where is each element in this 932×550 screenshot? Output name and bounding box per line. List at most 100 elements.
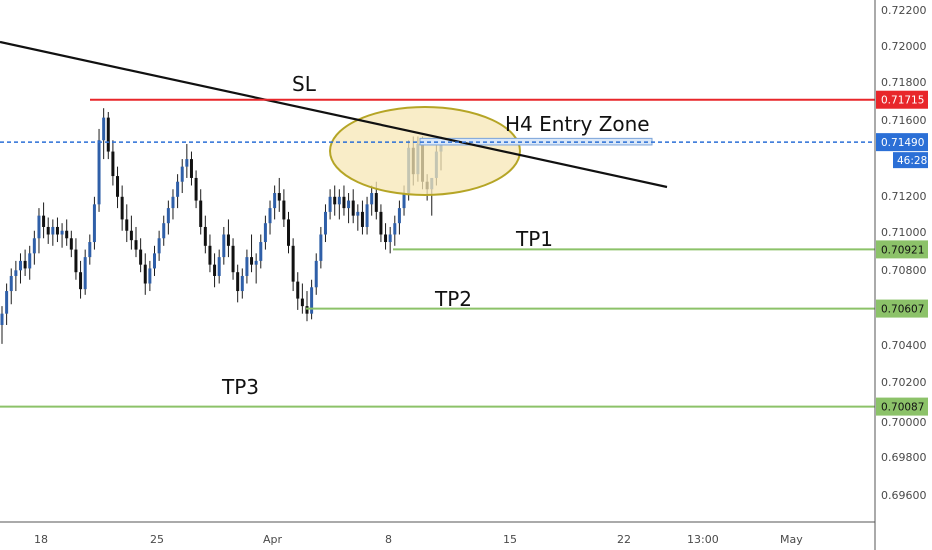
- resistance-trendline[interactable]: [0, 40, 668, 189]
- candle-body: [69, 238, 73, 250]
- candle-body: [347, 200, 351, 209]
- candle-body: [402, 193, 406, 209]
- candle-body: [194, 177, 198, 201]
- candle-body: [291, 245, 295, 282]
- candle-body: [79, 272, 83, 290]
- candle-body: [120, 196, 124, 220]
- candle-body: [134, 240, 138, 250]
- candle-body: [282, 200, 286, 220]
- y-tick-label: 0.69600: [881, 489, 927, 502]
- candle-body: [203, 226, 207, 246]
- candle-body: [296, 281, 300, 299]
- candle-body: [273, 193, 277, 209]
- candle-body: [97, 140, 101, 205]
- entry-highlight-ellipse: [329, 106, 521, 196]
- candle-body: [125, 219, 129, 231]
- candle-body: [319, 234, 323, 261]
- candle-body: [23, 260, 27, 269]
- candle-body: [60, 230, 64, 235]
- candle-body: [162, 223, 166, 239]
- candle-body: [277, 193, 281, 201]
- tp3-label: TP3: [221, 375, 259, 399]
- x-tick-label: 13:00: [687, 533, 719, 546]
- candle-body: [365, 204, 369, 227]
- candle-body: [18, 260, 22, 271]
- candle-body: [393, 223, 397, 235]
- candle-body: [74, 249, 78, 273]
- candle-body: [342, 196, 346, 209]
- candle-body: [185, 159, 189, 167]
- candle-body: [55, 226, 59, 235]
- y-tick-label: 0.70200: [881, 376, 927, 389]
- candle-body: [92, 204, 96, 243]
- tp2-price-tag: 0.70607: [876, 299, 928, 318]
- candle-body: [116, 176, 120, 197]
- candle-body: [199, 200, 203, 227]
- y-tick-label: 0.71000: [881, 226, 927, 239]
- candle-body: [226, 234, 230, 246]
- candle-body: [102, 117, 106, 141]
- candle-body: [166, 208, 170, 224]
- x-tick-label: 22: [617, 533, 631, 546]
- candle-body: [384, 234, 388, 243]
- candle-body: [152, 253, 156, 269]
- candle-body: [208, 245, 212, 265]
- candle-body: [370, 193, 374, 205]
- candle-body: [300, 298, 304, 307]
- entry-zone-label: H4 Entry Zone: [505, 112, 650, 136]
- candle-body: [263, 223, 267, 243]
- candle-body: [139, 249, 143, 265]
- sl-label: SL: [292, 72, 317, 96]
- candle-body: [171, 196, 175, 209]
- candle-body: [351, 200, 355, 216]
- candle-body: [314, 260, 318, 288]
- candle-body: [106, 117, 110, 152]
- candle-body: [83, 257, 87, 290]
- candle-body: [157, 238, 161, 254]
- x-tick-label: 8: [385, 533, 392, 546]
- current-price-tag: 0.71490: [876, 133, 928, 152]
- candle-body: [310, 287, 314, 314]
- x-axis-ticks: 18 25 Apr 8 15 22 13:00 May: [34, 533, 803, 546]
- y-tick-label: 0.70400: [881, 339, 927, 352]
- candle-body: [356, 211, 360, 216]
- candle-body: [287, 219, 291, 246]
- sl-price-tag-text: 0.71715: [881, 95, 924, 107]
- sl-price-tag: 0.71715: [876, 90, 928, 109]
- tp3-price-tag: 0.70087: [876, 397, 928, 416]
- candle-body: [323, 211, 327, 235]
- y-tick-label: 0.69800: [881, 451, 927, 464]
- candle-body: [236, 272, 240, 292]
- candle-body: [51, 226, 55, 235]
- candle-body: [65, 230, 69, 239]
- tp1-price-tag-text: 0.70921: [881, 244, 924, 256]
- candle-body: [328, 196, 332, 212]
- candle-body: [5, 291, 9, 314]
- y-tick-label: 0.71600: [881, 114, 927, 127]
- candle-body: [0, 313, 4, 325]
- x-tick-label: 18: [34, 533, 48, 546]
- candle-body: [129, 230, 133, 241]
- countdown-tag: 46:28: [893, 152, 928, 169]
- candle-body: [111, 151, 115, 177]
- tp1-price-tag: 0.70921: [876, 240, 928, 259]
- candle-body: [388, 234, 392, 243]
- tp3-price-tag-text: 0.70087: [881, 402, 924, 414]
- candle-body: [379, 211, 383, 235]
- candle-body: [189, 159, 193, 178]
- candle-body: [213, 264, 217, 276]
- candle-body: [333, 196, 337, 205]
- sl-price-tag-bg: [876, 90, 928, 109]
- candle-body: [305, 306, 309, 314]
- candle-body: [360, 211, 364, 227]
- candle-body: [217, 257, 221, 276]
- tp2-price-tag-bg: [876, 299, 928, 318]
- candle-body: [9, 275, 13, 292]
- candle-body: [240, 275, 244, 292]
- current-price-tag-bg: [876, 133, 928, 152]
- candle-body: [88, 242, 92, 258]
- candle-body: [250, 257, 254, 265]
- candle-body: [245, 257, 249, 276]
- tp1-label: TP1: [515, 227, 553, 251]
